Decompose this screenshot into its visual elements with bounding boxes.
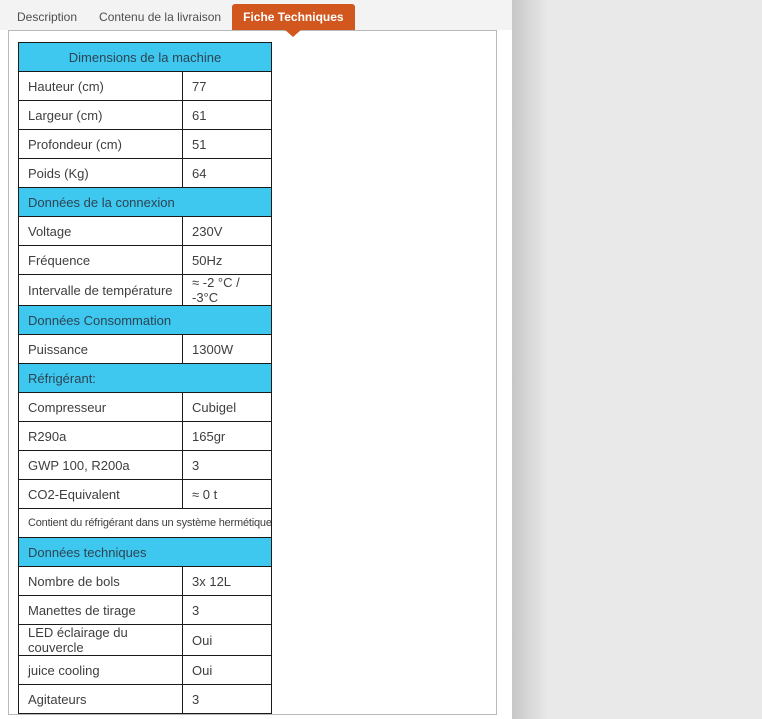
spec-row: Manettes de tirage 3 xyxy=(18,595,272,625)
section-header-row: Réfrigérant: xyxy=(18,363,272,393)
spec-value: Oui xyxy=(182,624,272,656)
spec-label: Nombre de bols xyxy=(18,566,183,596)
spec-row: Hauteur (cm) 77 xyxy=(18,71,272,101)
section-header: Réfrigérant: xyxy=(18,363,272,393)
spec-label: Agitateurs xyxy=(18,684,183,714)
spec-value: Oui xyxy=(182,655,272,685)
spec-row: Nombre de bols 3x 12L xyxy=(18,566,272,596)
spec-value: ≈ -2 °C / -3°C xyxy=(182,274,272,306)
spec-value: 50Hz xyxy=(182,245,272,275)
spec-row: Profondeur (cm) 51 xyxy=(18,129,272,159)
spec-value: 61 xyxy=(182,100,272,130)
spec-row: Puissance 1300W xyxy=(18,334,272,364)
spec-note-row: Contient du réfrigérant dans un système … xyxy=(18,508,272,538)
spec-value: 1300W xyxy=(182,334,272,364)
spec-row: Voltage 230V xyxy=(18,216,272,246)
spec-value: 3x 12L xyxy=(182,566,272,596)
spec-label: Manettes de tirage xyxy=(18,595,183,625)
section-header-row: Données Consommation xyxy=(18,305,272,335)
section-header: Dimensions de la machine xyxy=(18,42,272,72)
spec-label: Intervalle de température xyxy=(18,274,183,306)
spec-value: 77 xyxy=(182,71,272,101)
spec-value: 3 xyxy=(182,684,272,714)
spec-row: Agitateurs 3 xyxy=(18,684,272,714)
tab-contenu-de-la-livraison[interactable]: Contenu de la livraison xyxy=(99,10,222,24)
spec-value: 64 xyxy=(182,158,272,188)
spec-label: Profondeur (cm) xyxy=(18,129,183,159)
section-header-row: Données techniques xyxy=(18,537,272,567)
spec-row: Compresseur Cubigel xyxy=(18,392,272,422)
spec-row: juice cooling Oui xyxy=(18,655,272,685)
spec-label: Largeur (cm) xyxy=(18,100,183,130)
section-header-row: Dimensions de la machine xyxy=(18,42,272,72)
spec-label: GWP 100, R200a xyxy=(18,450,183,480)
spec-row: Fréquence 50Hz xyxy=(18,245,272,275)
spec-value: 165gr xyxy=(182,421,272,451)
spec-label: Voltage xyxy=(18,216,183,246)
spec-value: 3 xyxy=(182,595,272,625)
spec-label: Puissance xyxy=(18,334,183,364)
spec-label: R290a xyxy=(18,421,183,451)
section-header: Données techniques xyxy=(18,537,272,567)
spec-row: Largeur (cm) 61 xyxy=(18,100,272,130)
spec-value: 51 xyxy=(182,129,272,159)
spec-table: Dimensions de la machine Hauteur (cm) 77 La… xyxy=(18,42,272,714)
spec-value: 3 xyxy=(182,450,272,480)
spec-note: Contient du réfrigérant dans un système … xyxy=(18,508,272,538)
spec-label: CO2-Equivalent xyxy=(18,479,183,509)
spec-value: Cubigel xyxy=(182,392,272,422)
section-header: Données de la connexion xyxy=(18,187,272,217)
spec-label: Hauteur (cm) xyxy=(18,71,183,101)
spec-row: CO2-Equivalent ≈ 0 t xyxy=(18,479,272,509)
content-edge-shadow xyxy=(512,0,548,719)
spec-value: ≈ 0 t xyxy=(182,479,272,509)
spec-label: Compresseur xyxy=(18,392,183,422)
spec-table-body: Dimensions de la machine Hauteur (cm) 77 La… xyxy=(18,42,272,714)
tab-bar: Description Contenu de la livraison Fich… xyxy=(0,0,512,37)
content-column: Description Contenu de la livraison Fich… xyxy=(0,0,512,719)
spec-label: Fréquence xyxy=(18,245,183,275)
spec-panel: Dimensions de la machine Hauteur (cm) 77 La… xyxy=(8,30,497,715)
spec-row: R290a 165gr xyxy=(18,421,272,451)
section-header-row: Données de la connexion xyxy=(18,187,272,217)
tab-description[interactable]: Description xyxy=(17,10,78,24)
tab-fiche-techniques[interactable]: Fiche Techniques xyxy=(232,4,355,37)
section-header: Données Consommation xyxy=(18,305,272,335)
spec-row: GWP 100, R200a 3 xyxy=(18,450,272,480)
spec-row: Intervalle de température ≈ -2 °C / -3°C xyxy=(18,274,272,306)
spec-row: LED éclairage du couvercle Oui xyxy=(18,624,272,656)
spec-label: Poids (Kg) xyxy=(18,158,183,188)
spec-label: LED éclairage du couvercle xyxy=(18,624,183,656)
spec-row: Poids (Kg) 64 xyxy=(18,158,272,188)
spec-value: 230V xyxy=(182,216,272,246)
spec-label: juice cooling xyxy=(18,655,183,685)
